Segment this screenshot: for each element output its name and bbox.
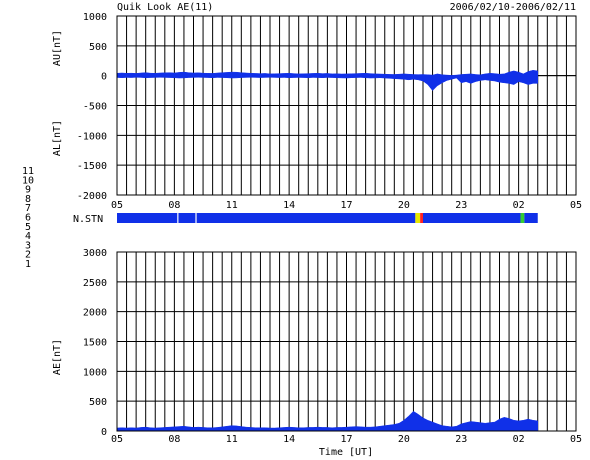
x-tick-label: 08	[168, 200, 180, 211]
x-tick-label: 02	[513, 434, 525, 445]
station-legend-item: 6	[25, 213, 31, 224]
ae-area	[116, 410, 538, 432]
time-xlabel: Time [UT]	[319, 447, 373, 458]
station-legend-item: 3	[25, 240, 31, 251]
station-bar-segment	[520, 213, 525, 223]
x-tick-label: 02	[513, 200, 525, 211]
al-ylabel: AL[nT]	[52, 120, 63, 156]
y-tick-label: -500	[83, 102, 107, 113]
y-tick-label: 2000	[83, 308, 107, 319]
x-tick-label: 05	[570, 434, 582, 445]
y-tick-label: -1500	[77, 161, 107, 172]
ae-xticks: 05 08 11 14 17 20 23 02 05	[111, 434, 582, 445]
station-legend-item: 10	[22, 175, 34, 186]
x-tick-label: 11	[226, 200, 238, 211]
station-bar-segment	[415, 213, 421, 223]
station-legend-item: 2	[25, 250, 31, 261]
station-bar-gap	[177, 213, 179, 223]
x-tick-label: 08	[168, 434, 180, 445]
date-range: 2006/02/10-2006/02/11	[450, 2, 576, 13]
y-tick-label: 0	[101, 427, 107, 438]
x-tick-label: 05	[111, 200, 123, 211]
ae-series	[116, 410, 538, 432]
au-al-xticks: 05 08 11 14 17 20 23 02 05	[111, 200, 582, 211]
y-tick-label: 1000	[83, 12, 107, 23]
station-count-bar	[117, 213, 538, 223]
station-legend-item: 8	[25, 194, 31, 205]
station-legend-item: 4	[25, 231, 31, 242]
x-tick-label: 23	[455, 434, 467, 445]
y-tick-label: 1000	[83, 367, 107, 378]
y-tick-label: 2500	[83, 278, 107, 289]
station-legend-item: 7	[25, 203, 31, 214]
x-tick-label: 11	[226, 434, 238, 445]
station-bar-segment	[423, 213, 521, 223]
station-legend-item: 1	[25, 259, 31, 270]
au-al-grid	[117, 16, 576, 195]
y-tick-label: 0	[101, 72, 107, 83]
x-tick-label: 20	[398, 434, 410, 445]
y-tick-label: 3000	[83, 248, 107, 259]
au-al-panel: 1000 500 0 -500 -1000 -1500 -2000 05 08 11 14 17 20…	[52, 12, 582, 211]
station-legend-item: 11	[22, 166, 34, 177]
station-bar-segment	[524, 213, 538, 223]
x-tick-label: 05	[111, 434, 123, 445]
au-al-series	[116, 70, 538, 91]
x-tick-label: 05	[570, 200, 582, 211]
au-al-frame	[116, 15, 577, 196]
y-tick-label: -2000	[77, 191, 107, 202]
ae-frame	[116, 251, 577, 432]
x-tick-label: 17	[340, 434, 352, 445]
x-tick-label: 20	[398, 200, 410, 211]
station-legend-item: 5	[25, 222, 31, 233]
station-bar-segment	[117, 213, 416, 223]
chart-title: Quik Look AE(11)	[117, 2, 213, 13]
y-tick-label: -1000	[77, 131, 107, 142]
x-tick-label: 17	[340, 200, 352, 211]
ae-yticks: 3000 2500 2000 1500 1000 500 0	[83, 248, 107, 438]
au-al-area	[116, 70, 538, 91]
x-tick-label: 14	[283, 200, 295, 211]
station-legend-item: 9	[25, 185, 31, 196]
station-bar-segment	[420, 213, 423, 223]
station-bar-label: N.STN	[73, 214, 103, 225]
ae-ylabel: AE[nT]	[52, 339, 63, 375]
au-al-yticks: 1000 500 0 -500 -1000 -1500 -2000	[77, 12, 107, 202]
y-tick-label: 1500	[83, 338, 107, 349]
y-tick-label: 500	[89, 397, 107, 408]
station-bar-gap	[195, 213, 197, 223]
x-tick-label: 23	[455, 200, 467, 211]
x-tick-label: 14	[283, 434, 295, 445]
y-tick-label: 500	[89, 42, 107, 53]
au-ylabel: AU[nT]	[52, 30, 63, 66]
ae-grid	[117, 252, 576, 431]
